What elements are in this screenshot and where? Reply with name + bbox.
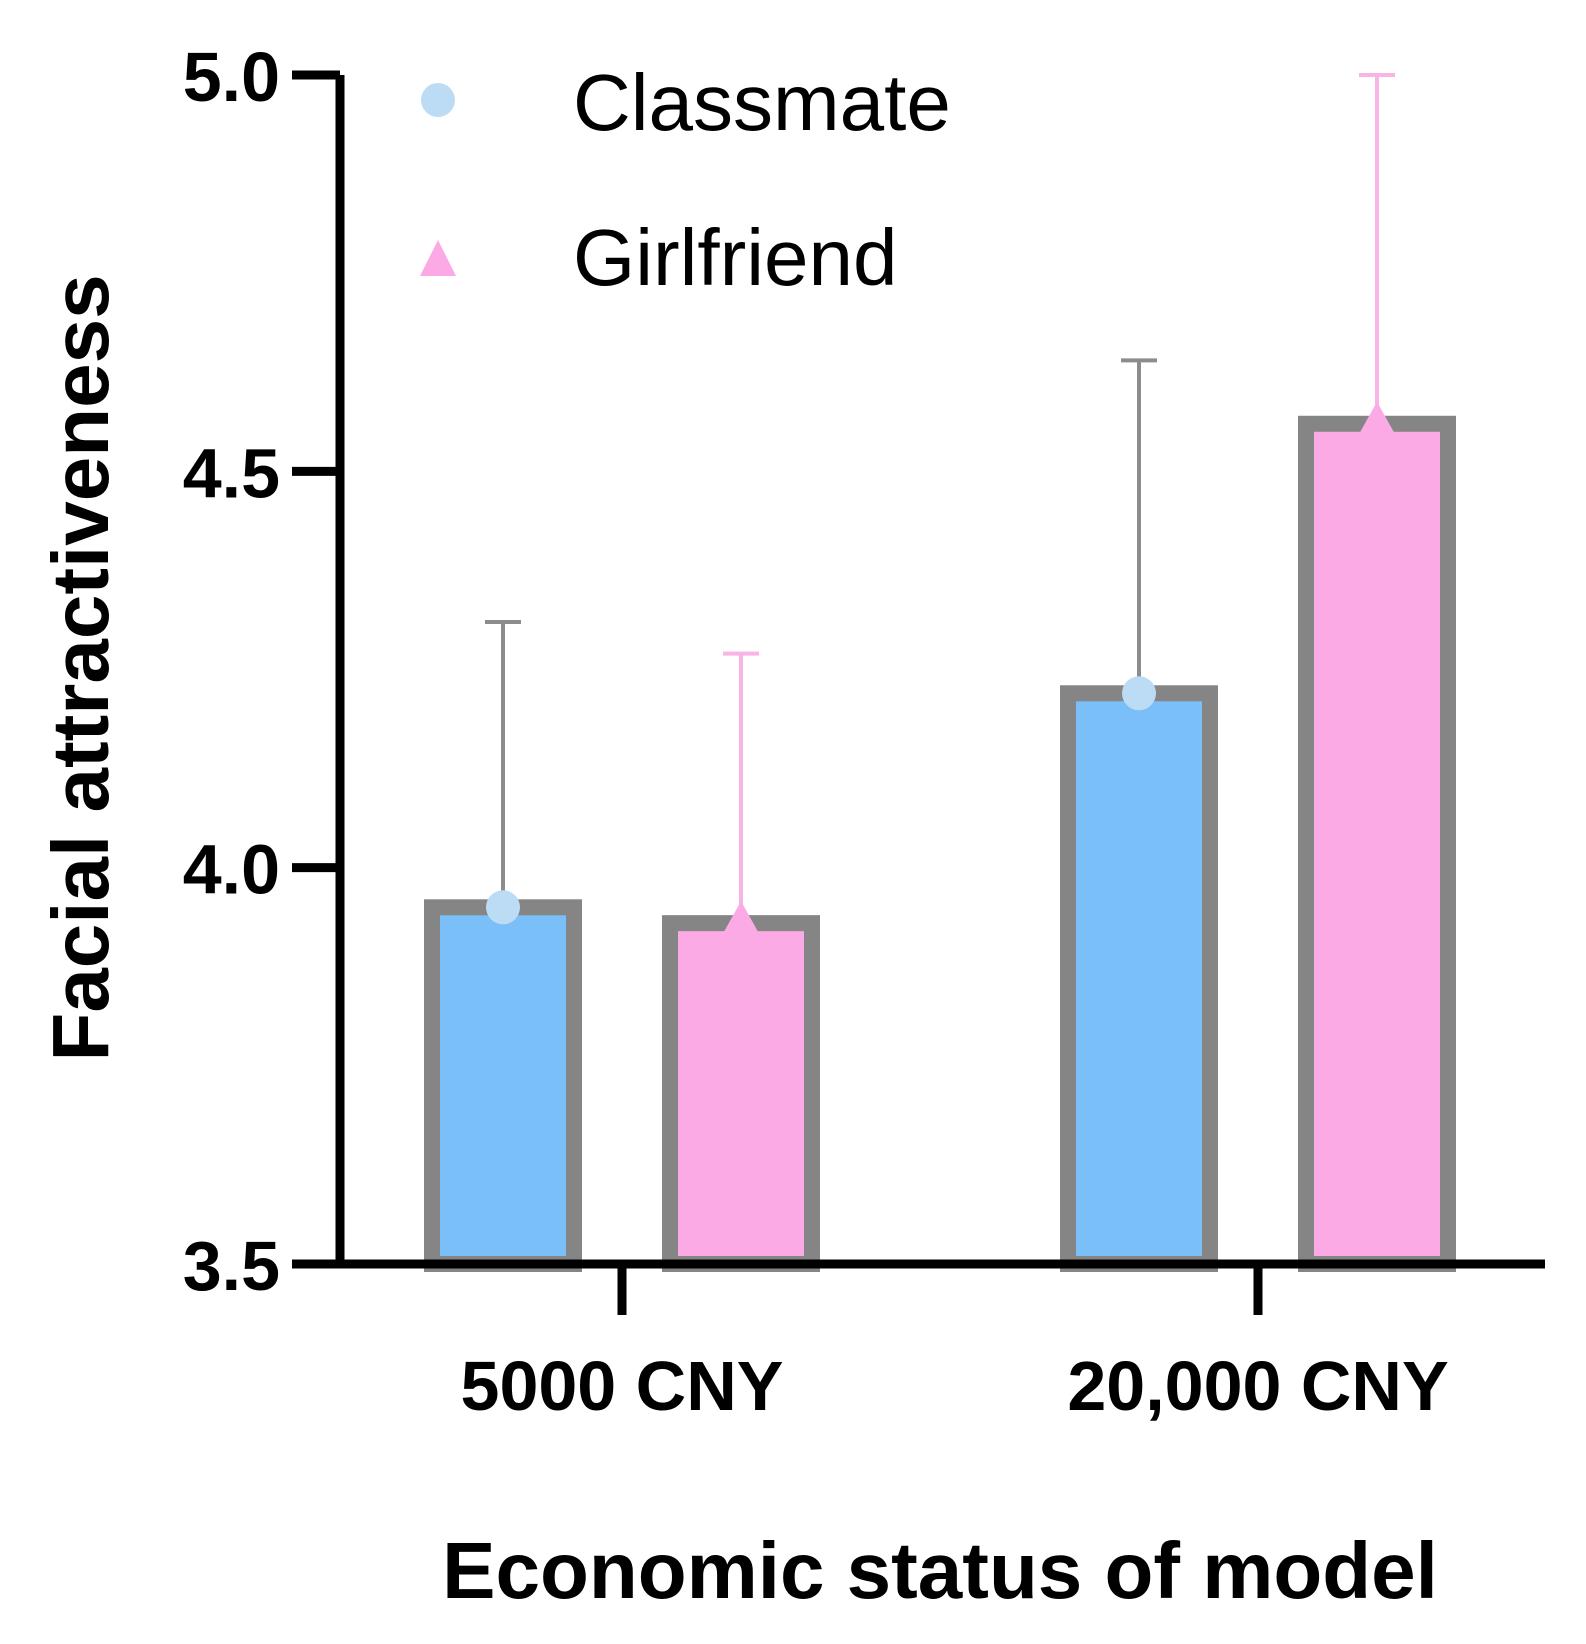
x-tick-label: 5000 CNY <box>461 1347 784 1425</box>
legend-label-girlfriend: Girlfriend <box>573 213 898 302</box>
bar-classmate-1 <box>424 899 582 1272</box>
bar-classmate-2 <box>1060 685 1218 1272</box>
x-ticks: 5000 CNY 20,000 CNY <box>461 1264 1449 1425</box>
legend-label-classmate: Classmate <box>573 58 951 147</box>
error-bars-layer <box>485 73 1395 924</box>
y-axis: 3.5 4.0 4.5 5.0 <box>183 38 345 1305</box>
legend-item-girlfriend: Girlfriend <box>420 213 898 302</box>
marker-girlfriend-2 <box>1357 401 1397 438</box>
x-tick-label: 20,000 CNY <box>1067 1347 1448 1425</box>
plot-area <box>424 73 1456 1273</box>
marker-girlfriend-1 <box>721 901 761 938</box>
legend-circle-marker <box>421 83 455 117</box>
x-axis: 5000 CNY 20,000 CNY <box>292 1259 1545 1425</box>
y-tick-label: 3.5 <box>183 1227 280 1305</box>
marker-classmate-1 <box>486 890 520 925</box>
markers-layer <box>486 401 1397 938</box>
legend: Classmate Girlfriend <box>420 58 951 302</box>
legend-item-classmate: Classmate <box>421 58 951 147</box>
bar-girlfriend-2 <box>1298 415 1456 1273</box>
bars-layer <box>424 415 1456 1273</box>
y-tick-label: 5.0 <box>183 38 280 116</box>
legend-triangle-marker <box>420 240 456 276</box>
y-ticks: 3.5 4.0 4.5 5.0 <box>183 38 340 1305</box>
y-tick-label: 4.5 <box>183 434 280 512</box>
y-axis-title: Facial attractiveness <box>36 274 125 1061</box>
bar-girlfriend-1 <box>662 915 820 1272</box>
x-axis-title: Economic status of model <box>442 1526 1438 1615</box>
y-tick-label: 4.0 <box>183 831 280 909</box>
marker-classmate-2 <box>1122 676 1156 711</box>
